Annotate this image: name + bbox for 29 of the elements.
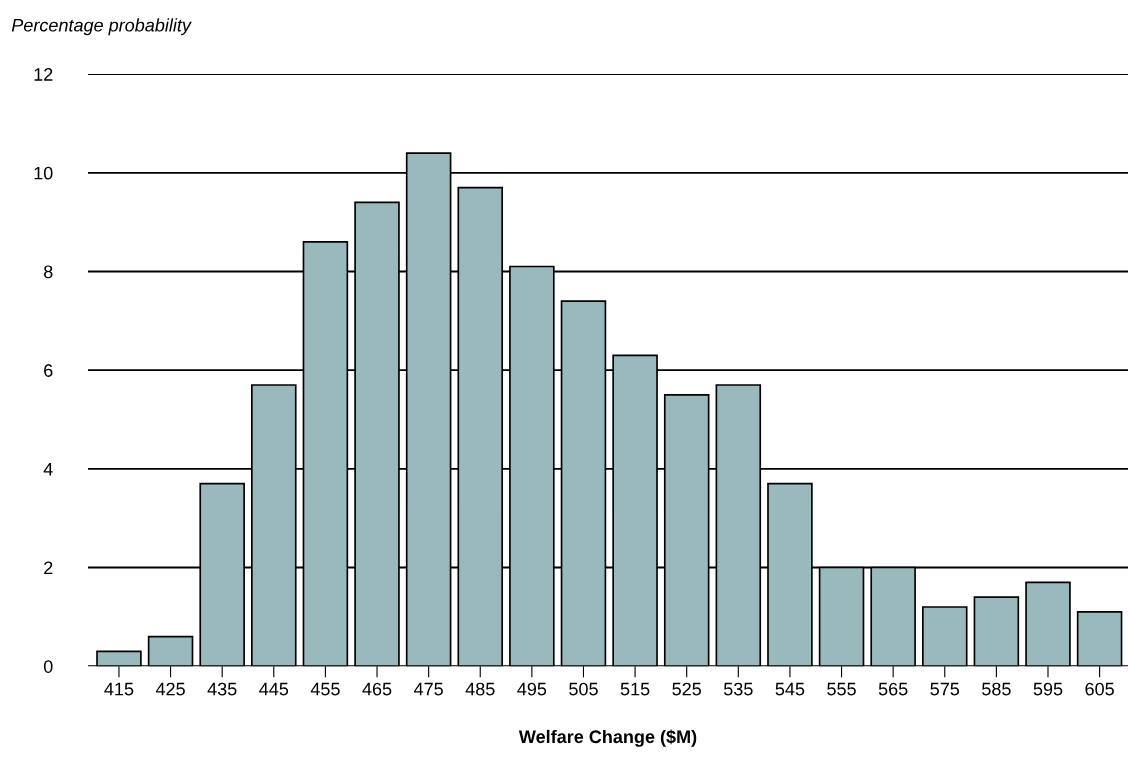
x-tick-label: 595 [1033,682,1063,696]
x-tick-label: 535 [723,682,753,696]
y-tick-label: 6 [44,364,53,377]
x-tick-label: 525 [672,682,702,696]
x-tick-label: 505 [569,682,598,696]
x-axis-title: Welfare Change ($M) [518,729,697,747]
x-tick-label: 605 [1085,682,1114,696]
x-tick-label: 555 [827,682,856,696]
x-tick-label: 585 [982,682,1011,696]
x-tick-label: 425 [155,682,185,696]
x-tick-label: 485 [465,682,495,696]
x-tick-label: 575 [930,682,960,696]
x-tick-label: 565 [878,682,908,696]
y-tick-label: 2 [44,561,53,575]
y-tick-label: 10 [34,166,53,180]
x-tick-label: 495 [517,682,547,696]
y-tick-label: 4 [43,462,53,476]
x-tick-label: 475 [413,682,443,696]
y-tick-label: 8 [44,265,53,279]
x-tick-label: 415 [104,682,134,696]
x-tick-label: 515 [620,682,650,696]
y-tick-label: 12 [34,68,53,81]
x-tick-label: 435 [207,682,237,696]
x-tick-label: 545 [775,682,805,696]
x-tick-label: 455 [310,682,340,696]
y-tick-label: 0 [43,660,53,673]
x-tick-label: 465 [362,682,392,696]
x-tick-label: 445 [259,682,289,696]
y-axis-title: Percentage probability [11,18,192,36]
